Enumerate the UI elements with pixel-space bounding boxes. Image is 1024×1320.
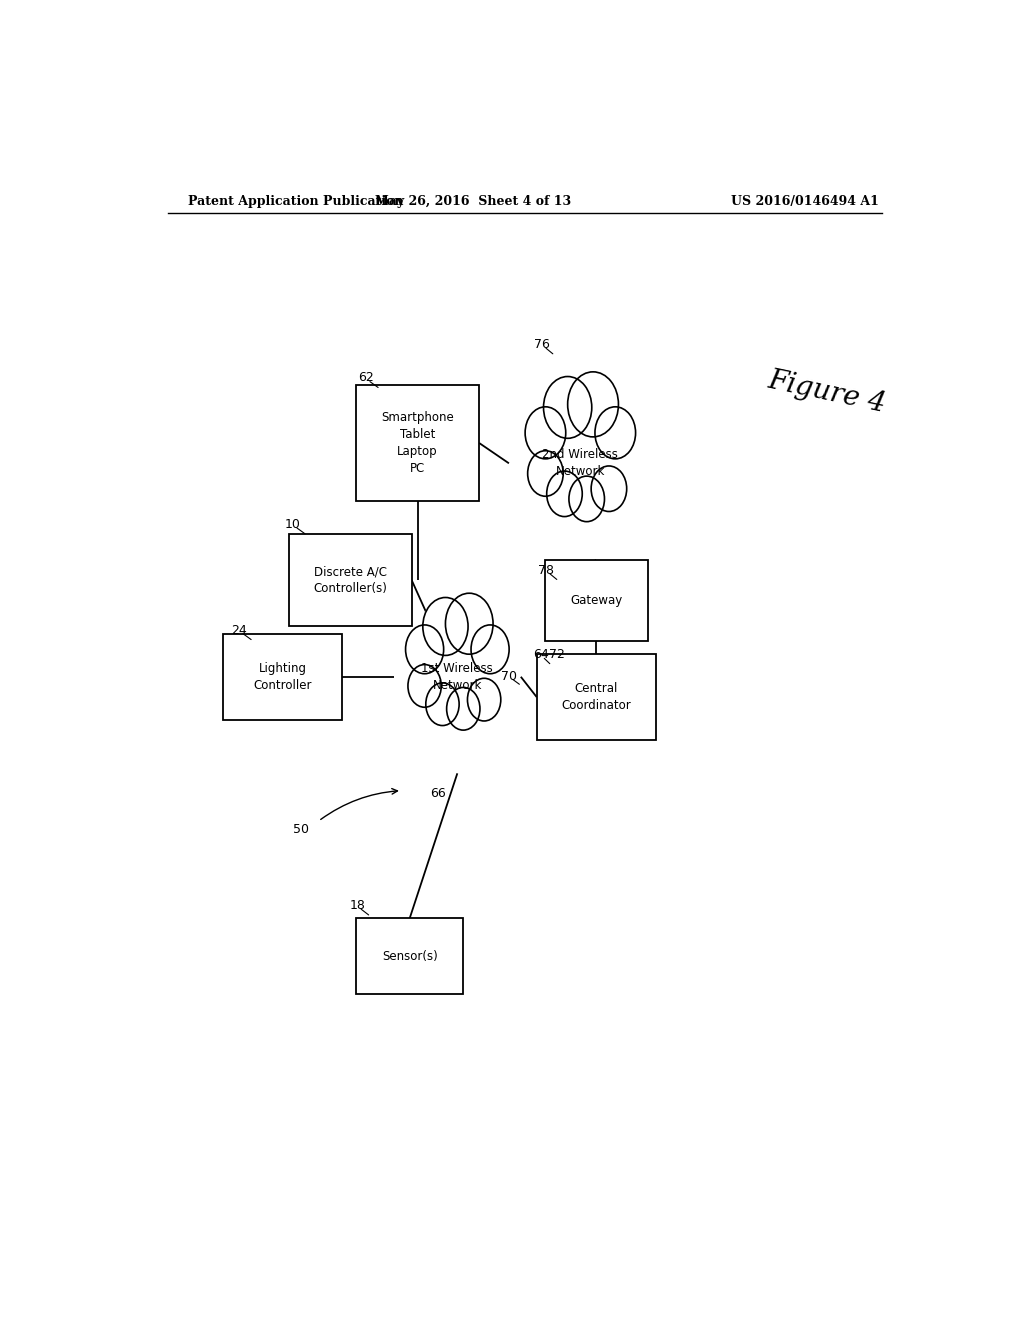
Text: Lighting
Controller: Lighting Controller [254,661,312,692]
FancyBboxPatch shape [356,384,479,502]
FancyBboxPatch shape [537,653,655,741]
FancyBboxPatch shape [356,919,463,994]
Text: US 2016/0146494 A1: US 2016/0146494 A1 [731,194,879,207]
Text: 64: 64 [532,648,549,661]
Circle shape [591,466,627,511]
FancyBboxPatch shape [223,634,342,719]
Text: 66: 66 [430,787,445,800]
FancyBboxPatch shape [545,560,648,642]
Text: 2nd Wireless
Network: 2nd Wireless Network [543,449,618,478]
Circle shape [426,682,459,726]
Circle shape [445,593,494,655]
Circle shape [525,407,565,459]
Circle shape [423,598,468,656]
Text: Gateway: Gateway [570,594,623,607]
Text: 76: 76 [535,338,550,351]
Text: 70: 70 [501,671,517,684]
Circle shape [468,678,501,721]
Text: Smartphone
Tablet
Laptop
PC: Smartphone Tablet Laptop PC [381,411,454,475]
Circle shape [527,450,563,496]
Text: 1st Wireless
Network: 1st Wireless Network [422,661,494,692]
Text: May 26, 2016  Sheet 4 of 13: May 26, 2016 Sheet 4 of 13 [375,194,571,207]
Circle shape [569,477,604,521]
Circle shape [595,407,636,459]
Text: Central
Coordinator: Central Coordinator [561,682,631,711]
Circle shape [406,624,443,673]
Circle shape [446,688,480,730]
Text: 78: 78 [539,564,554,577]
Text: 50: 50 [293,822,309,836]
Circle shape [435,648,480,706]
Circle shape [556,433,604,494]
Text: 18: 18 [349,899,366,912]
Circle shape [547,471,583,516]
Circle shape [471,624,509,673]
FancyBboxPatch shape [289,535,412,626]
Circle shape [567,372,618,437]
Text: Figure 4: Figure 4 [765,367,888,418]
Text: 10: 10 [285,517,301,531]
Text: Discrete A/C
Controller(s): Discrete A/C Controller(s) [313,565,387,595]
Text: Sensor(s): Sensor(s) [382,950,437,962]
Text: Patent Application Publication: Patent Application Publication [187,194,403,207]
Text: 62: 62 [358,371,374,384]
Circle shape [408,664,441,708]
Text: 24: 24 [231,623,247,636]
Circle shape [544,376,592,438]
Text: 72: 72 [550,648,565,661]
